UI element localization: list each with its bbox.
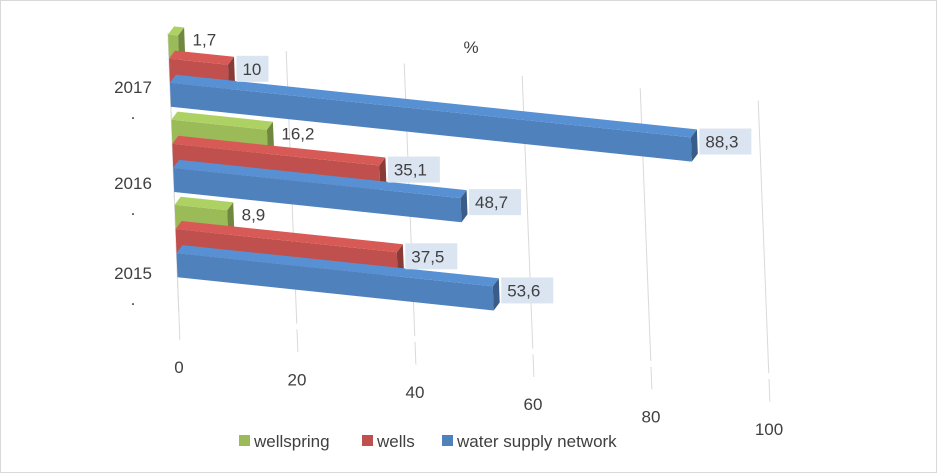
legend-item-wellspring: wellspring: [239, 432, 330, 451]
data-label-text: 37,5: [411, 247, 444, 266]
x-tick-label: 60: [524, 395, 543, 414]
category-label-year: 2017: [114, 78, 152, 97]
bar-top: [168, 26, 185, 36]
data-label-text: 16,2: [281, 125, 314, 144]
x-tick-label: 100: [755, 420, 783, 439]
bar-top: [176, 245, 499, 287]
data-label: 48,7: [469, 189, 522, 216]
data-label-box: [699, 128, 752, 155]
data-label: 1,7: [193, 31, 217, 50]
floor-tick: [768, 378, 771, 402]
bar-water-supply-network-2015: [176, 245, 500, 311]
bar-top: [173, 159, 467, 199]
bar-end: [492, 278, 500, 311]
gridline: [757, 100, 770, 374]
bar-face: [169, 82, 692, 162]
data-label-text: 1,7: [193, 31, 217, 50]
x-tick-label: 40: [406, 383, 425, 402]
category-label-dot: .: [131, 290, 136, 309]
legend-swatch: [442, 435, 453, 446]
legend-label: water supply network: [456, 432, 617, 451]
data-label-box: [469, 189, 522, 216]
category-label-year: 2015: [114, 264, 152, 283]
data-label: 8,9: [242, 205, 266, 224]
bar-face: [176, 253, 494, 311]
x-tick-label: 20: [288, 370, 307, 389]
bar-top: [172, 135, 386, 166]
cats-layer: 2015.2016.2017.: [114, 78, 152, 309]
bar-face: [173, 167, 462, 223]
data-label: 16,2: [281, 125, 314, 144]
bar-end: [460, 190, 468, 223]
floor-tick: [650, 366, 653, 390]
category-label: 2017.: [114, 78, 152, 123]
chart-title: %: [463, 38, 478, 57]
data-label: 88,3: [699, 128, 752, 155]
category-label: 2015.: [114, 264, 152, 309]
data-label: 53,6: [501, 277, 554, 304]
data-label-text: 88,3: [705, 133, 738, 152]
bar-water-supply-network-2016: [173, 159, 468, 223]
legend-label: wellspring: [253, 432, 330, 451]
data-label-box: [405, 243, 458, 270]
bar-top: [171, 111, 273, 130]
floor-tick: [414, 341, 417, 365]
labels-layer: 8,9 16,2 1,7 37,5 35,1 10 53,6 48,7 88,3: [193, 31, 752, 304]
x-tick-label: 0: [174, 358, 183, 377]
category-label-year: 2016: [114, 174, 152, 193]
floor-tick: [532, 354, 535, 377]
data-label: 10: [236, 55, 269, 82]
category-label-dot: .: [131, 200, 136, 219]
data-label-box: [236, 55, 269, 82]
category-label-dot: .: [131, 104, 136, 123]
legend-swatch: [362, 435, 373, 446]
data-label: 35,1: [387, 156, 440, 183]
legend-item-water-supply-network: water supply network: [442, 432, 617, 451]
legend-item-wells: wells: [362, 432, 415, 451]
data-label-text: 53,6: [507, 281, 540, 300]
data-label-box: [501, 277, 554, 304]
legend-label: wells: [376, 432, 415, 451]
data-label-box: [387, 156, 440, 183]
ticks-layer: 0 20 40 60 80 100: [174, 358, 783, 439]
data-label-text: 8,9: [242, 205, 266, 224]
bar-water-supply-network-2017: [169, 74, 698, 162]
legend-swatch: [239, 435, 250, 446]
bars-layer: [168, 26, 698, 311]
floor-tick: [296, 329, 299, 353]
data-label: 37,5: [405, 243, 458, 270]
bar-top: [175, 221, 403, 253]
floor-tick: [178, 316, 181, 340]
data-label-text: 48,7: [475, 193, 508, 212]
x-tick-label: 80: [642, 408, 661, 427]
data-label-text: 10: [242, 60, 261, 79]
bar-top: [174, 196, 234, 211]
bar-end: [690, 129, 698, 162]
bar-top: [169, 50, 234, 65]
legend: wellspring wells water supply network: [239, 432, 617, 451]
bar-top: [169, 74, 697, 138]
category-label: 2016.: [114, 174, 152, 219]
data-label-text: 35,1: [394, 161, 427, 180]
